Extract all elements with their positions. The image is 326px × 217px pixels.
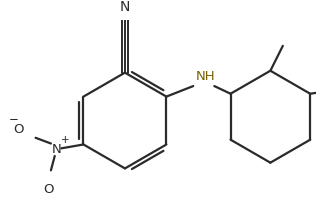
Text: N: N [52, 143, 62, 156]
Text: NH: NH [196, 70, 216, 83]
Text: O: O [14, 123, 24, 136]
Text: −: − [8, 113, 19, 126]
Text: O: O [44, 183, 54, 196]
Text: +: + [61, 135, 69, 145]
Text: N: N [120, 0, 130, 14]
